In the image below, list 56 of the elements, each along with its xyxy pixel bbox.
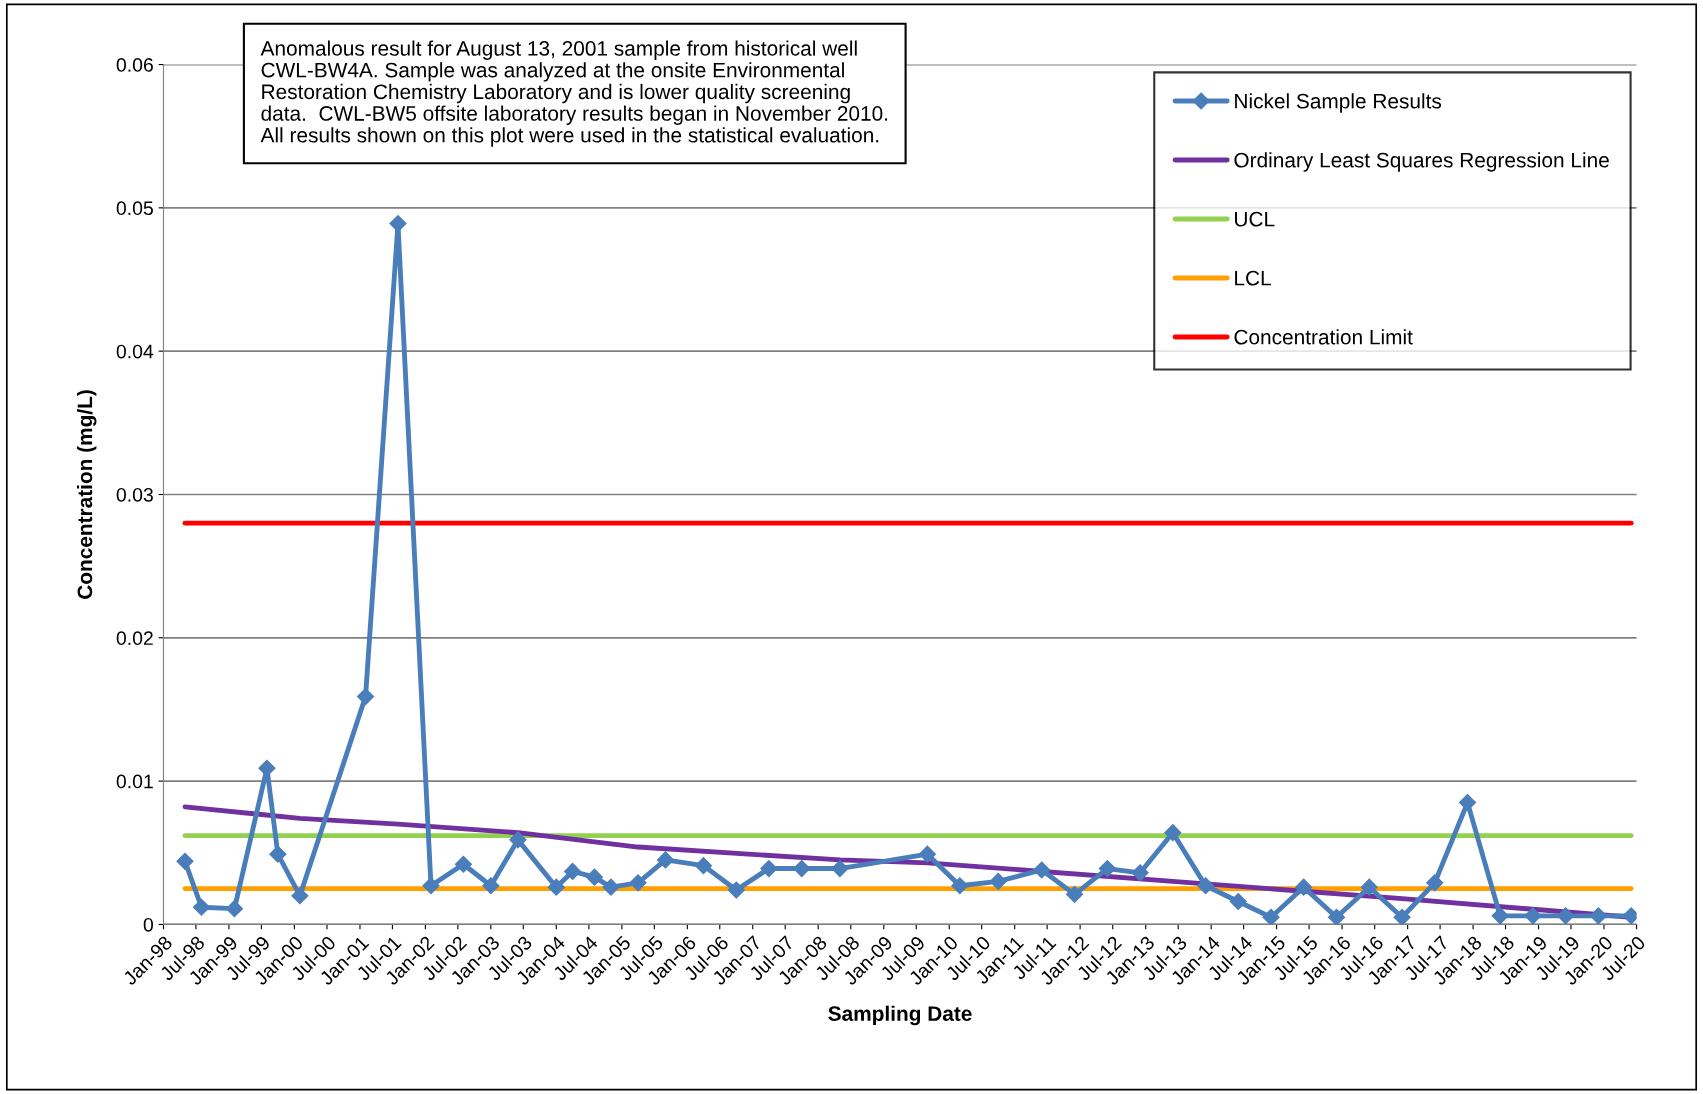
point: [1131, 864, 1149, 882]
point: [225, 900, 244, 918]
legend-label: LCL: [1235, 270, 1271, 286]
point: [1360, 878, 1378, 896]
point: [1098, 859, 1116, 878]
y-tick-label: 0.02: [116, 631, 153, 646]
legend-label: UCL: [1235, 211, 1275, 227]
point: [727, 881, 745, 899]
point: [629, 874, 647, 892]
point: [564, 862, 582, 880]
point: [1197, 877, 1215, 895]
y-tick-label: 0.05: [116, 201, 153, 216]
x-axis-title: Sampling Date: [828, 1005, 972, 1026]
point: [1458, 794, 1477, 812]
point: [831, 859, 849, 878]
point: [951, 877, 969, 895]
point: [1589, 907, 1607, 925]
point: [1327, 908, 1346, 925]
point: [422, 877, 440, 895]
annotation: Anomalous result for August 13, 2001 sample from historical well CWL-BW4A. Sample was analyzed at the onsite Environmental Restoration Chemistry Laboratory and is lower quality screening data. CWL-BW5 offsite laboratory results began in November 2010. All results shown on this plot were used in the statistical evaluation.: [260, 40, 888, 147]
legend-label: Concentration Limit: [1234, 329, 1413, 345]
legend-label: Nickel Sample Results: [1235, 93, 1442, 113]
point: [1426, 874, 1444, 892]
point: [1033, 861, 1051, 879]
point: [291, 887, 309, 905]
point: [482, 877, 500, 895]
point: [454, 855, 472, 873]
point: [1164, 824, 1182, 842]
point: [656, 851, 675, 869]
point: [1491, 907, 1509, 925]
point: [1262, 908, 1280, 925]
point: [602, 878, 620, 896]
point: [1557, 907, 1575, 925]
y-tick-label: 0.04: [116, 344, 154, 359]
y-tick-label: 0.01: [116, 774, 153, 789]
point: [356, 688, 375, 706]
point: [1524, 907, 1542, 925]
point: [585, 868, 604, 886]
point: [694, 857, 713, 875]
point: [509, 831, 527, 849]
legend-label: Ordinary Least Squares Regression Line: [1234, 152, 1609, 172]
point: [1066, 885, 1084, 903]
point: [1295, 878, 1313, 896]
point: [1229, 892, 1247, 911]
point: [176, 852, 194, 870]
y-tick-label: 0: [143, 917, 154, 932]
point: [989, 872, 1007, 890]
point: [547, 878, 565, 896]
point: [1393, 908, 1411, 925]
y-tick-label: 0.03: [116, 487, 153, 502]
y-axis-title: Concentration (mg/L): [76, 390, 97, 599]
y-tick-label: 0.06: [116, 58, 153, 72]
point: [918, 845, 936, 863]
point: [269, 845, 287, 863]
point: [192, 898, 211, 916]
point: [760, 859, 778, 878]
